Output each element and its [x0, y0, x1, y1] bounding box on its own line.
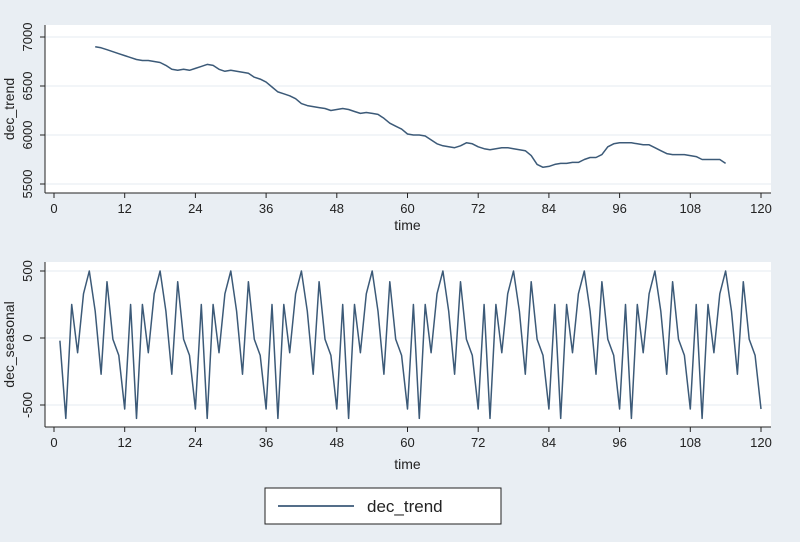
chart1-x-axis-title: time — [394, 217, 421, 233]
chart2-x-tick-label: 36 — [259, 435, 273, 450]
chart2-x-tick-label: 12 — [117, 435, 131, 450]
chart2-x-tick-label: 48 — [330, 435, 344, 450]
chart2-x-tick-label: 120 — [750, 435, 772, 450]
chart2-series-line-dec-seasonal — [59, 270, 762, 420]
chart1-x-tick-label: 108 — [679, 201, 701, 216]
chart2-x-tick-label: 60 — [400, 435, 414, 450]
chart2-y-tick-label: -500 — [20, 392, 35, 418]
chart2-y-tick-label: 500 — [20, 260, 35, 282]
chart1-y-tick-label: 5500 — [20, 170, 35, 199]
chart1-y-tick-label: 6000 — [20, 121, 35, 150]
chart2-x-tick-label: 0 — [50, 435, 57, 450]
chart1-panel: 5500 6000 6500 7000 0 12 24 36 48 60 72 84 96 108 120 t… — [1, 23, 772, 233]
chart2-x-tick-label: 84 — [542, 435, 556, 450]
legend-label: dec_trend — [367, 497, 443, 516]
chart1-y-axis-title: dec_trend — [1, 78, 17, 140]
chart2-x-tick-label: 24 — [188, 435, 202, 450]
chart2-x-tick-label: 72 — [471, 435, 485, 450]
chart1-x-tick-label: 24 — [188, 201, 202, 216]
chart2-x-axis-title: time — [394, 456, 421, 472]
chart1-x-tick-label: 48 — [330, 201, 344, 216]
chart1-series-line-dec-trend — [95, 46, 727, 169]
chart2-panel: -500 0 500 0 12 24 36 48 60 72 84 96 108 120 time dec_s… — [1, 260, 772, 472]
chart1-x-tick-label: 60 — [400, 201, 414, 216]
legend: dec_trend — [264, 487, 502, 525]
chart1-x-tick-label: 72 — [471, 201, 485, 216]
chart1-x-tick-label: 36 — [259, 201, 273, 216]
chart1-y-tick-label: 6500 — [20, 72, 35, 101]
chart1-x-tick-label: 0 — [50, 201, 57, 216]
chart2-y-axis-title: dec_seasonal — [1, 301, 17, 387]
chart1-y-tick-label: 7000 — [20, 23, 35, 52]
chart2-y-tick-label: 0 — [20, 334, 35, 341]
chart1-plot-area — [45, 25, 771, 193]
chart1-x-tick-label: 84 — [542, 201, 556, 216]
chart2-x-tick-label: 108 — [679, 435, 701, 450]
chart1-x-tick-label: 12 — [117, 201, 131, 216]
chart1-x-tick-label: 120 — [750, 201, 772, 216]
chart1-x-tick-label: 96 — [612, 201, 626, 216]
chart2-x-tick-label: 96 — [612, 435, 626, 450]
